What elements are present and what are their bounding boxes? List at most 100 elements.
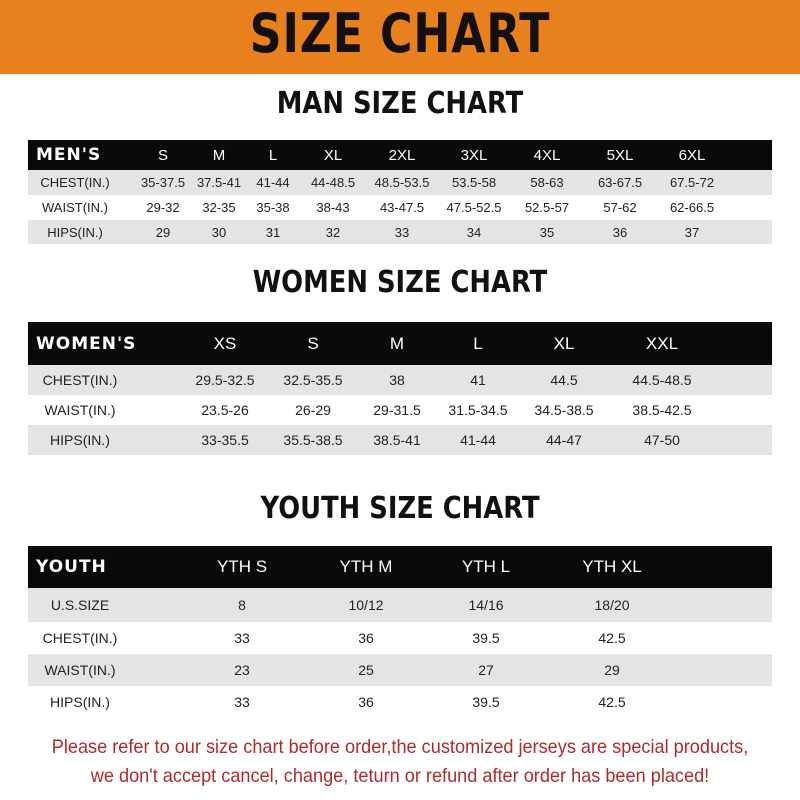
measurement-cell: 44.5-48.5: [632, 372, 692, 388]
youth-table-row: U.S.SIZE 8 10/12 14/16 18/20: [28, 588, 772, 622]
measurement-cell: 35-38: [256, 200, 290, 215]
size-header: L: [473, 333, 483, 353]
men-section-title: MAN SIZE CHART: [276, 86, 524, 121]
measurement-cell: 36: [612, 224, 628, 240]
row-label: CHEST(IN.): [42, 630, 118, 646]
men-table-row: CHEST(IN.) 35-37.5 37.5-41 41-44 44-48.5 48.5…: [28, 170, 772, 195]
size-header: YTH M: [339, 557, 393, 576]
measurement-cell: 32: [325, 224, 341, 240]
youth-table-row: WAIST(IN.) 23 25 27 29: [28, 654, 772, 686]
size-header: S: [157, 146, 169, 164]
measurement-cell: 29-31.5: [373, 402, 421, 418]
measurement-cell: 53.5-58: [451, 175, 497, 190]
measurement-cell: 41: [470, 372, 486, 388]
size-header: M: [389, 333, 405, 353]
measurement-cell: 29-32: [146, 200, 180, 215]
measurement-cell: 41-44: [256, 175, 290, 190]
measurement-cell: 33: [394, 224, 410, 240]
measurement-cell: 14/16: [468, 597, 504, 613]
size-header: L: [268, 146, 278, 164]
size-header: YTH S: [216, 557, 268, 576]
row-label: U.S.SIZE: [50, 597, 110, 613]
measurement-cell: 25: [358, 662, 374, 678]
measurement-cell: 34: [466, 224, 482, 240]
measurement-cell: 29: [604, 662, 620, 678]
measurement-cell: 8: [238, 597, 246, 613]
row-label: HIPS(IN.): [47, 224, 103, 240]
women-table-row: CHEST(IN.) 29.5-32.5 32.5-35.5 38 41 44.5 44.5…: [28, 365, 772, 395]
measurement-cell: 67.5-72: [669, 175, 715, 190]
measurement-cell: 30: [211, 224, 227, 240]
measurement-cell: 37.5-41: [196, 175, 242, 190]
women-section-title: WOMEN SIZE CHART: [252, 265, 548, 300]
order-notice: Please refer to our size chart before or…: [28, 733, 772, 791]
women-table-row: HIPS(IN.) 33-35.5 35.5-38.5 38.5-41 41-44 44-…: [28, 425, 772, 455]
measurement-cell: 41-44: [460, 432, 496, 448]
measurement-cell: 23.5-26: [201, 402, 249, 418]
measurement-cell: 36: [358, 630, 374, 646]
row-label: WAIST(IN.): [44, 662, 116, 678]
measurement-cell: 42.5: [598, 694, 626, 710]
measurement-cell: 44-47: [546, 432, 582, 448]
banner-title: SIZE CHART: [249, 2, 551, 65]
measurement-cell: 37: [684, 224, 700, 240]
row-label: WAIST(IN.): [44, 402, 116, 418]
measurement-cell: 27: [478, 662, 494, 678]
measurement-cell: 38.5-41: [373, 432, 421, 448]
youth-table-row: CHEST(IN.) 33 36 39.5 42.5: [28, 622, 772, 654]
measurement-cell: 52.5-57: [524, 200, 570, 215]
measurement-cell: 48.5-53.5: [374, 175, 430, 190]
measurement-cell: 31.5-34.5: [448, 402, 508, 418]
youth-header-row: YOUTH YTH S YTH M YTH L YTH XL: [28, 546, 772, 588]
measurement-cell: 38: [389, 372, 405, 388]
row-label: HIPS(IN.): [50, 432, 110, 448]
measurement-cell: 33-35.5: [201, 432, 249, 448]
measurement-cell: 34.5-38.5: [534, 402, 594, 418]
measurement-cell: 10/12: [348, 597, 384, 613]
order-notice-line-2: we don't accept cancel, change, teturn o…: [90, 765, 710, 787]
size-header: 4XL: [533, 146, 561, 164]
men-header-row: MEN'S S M L XL 2XL 3XL 4XL 5XL 6XL: [28, 140, 772, 170]
measurement-cell: 33: [234, 630, 250, 646]
measurement-cell: 47-50: [644, 432, 680, 448]
measurement-cell: 44.5: [550, 372, 578, 388]
women-table-row: WAIST(IN.) 23.5-26 26-29 29-31.5 31.5-34.5 34…: [28, 395, 772, 425]
size-header: XL: [553, 333, 575, 353]
measurement-cell: 43-47.5: [379, 200, 425, 215]
order-notice-line-1: Please refer to our size chart before or…: [51, 736, 749, 758]
row-label: CHEST(IN.): [40, 175, 110, 190]
measurement-cell: 62-66.5: [669, 200, 715, 215]
size-header: 6XL: [678, 146, 706, 164]
measurement-cell: 58-63: [530, 175, 564, 190]
measurement-cell: 35.5-38.5: [283, 432, 343, 448]
measurement-cell: 63-67.5: [597, 175, 643, 190]
size-header: XL: [323, 146, 343, 164]
youth-section-title: YOUTH SIZE CHART: [260, 491, 540, 526]
measurement-cell: 39.5: [472, 630, 500, 646]
measurement-cell: 42.5: [598, 630, 626, 646]
size-header: 2XL: [388, 146, 416, 164]
measurement-cell: 47.5-52.5: [446, 200, 502, 215]
size-header: XS: [213, 333, 237, 353]
measurement-cell: 39.5: [472, 694, 500, 710]
size-header: YTH L: [461, 557, 511, 576]
measurement-cell: 57-62: [603, 200, 637, 215]
size-header: M: [212, 146, 226, 164]
row-label: HIPS(IN.): [50, 694, 110, 710]
row-label: CHEST(IN.): [42, 372, 118, 388]
measurement-cell: 23: [234, 662, 250, 678]
women-header-row: WOMEN'S XS S M L XL XXL: [28, 322, 772, 365]
size-header: XXL: [645, 333, 679, 353]
measurement-cell: 35: [539, 224, 555, 240]
measurement-cell: 32.5-35.5: [283, 372, 343, 388]
measurement-cell: 38.5-42.5: [632, 402, 692, 418]
measurement-cell: 29: [155, 224, 171, 240]
men-table-label: MEN'S: [36, 145, 102, 165]
measurement-cell: 32-35: [202, 200, 236, 215]
measurement-cell: 18/20: [594, 597, 630, 613]
size-chart-banner: SIZE CHART: [0, 0, 800, 74]
measurement-cell: 29.5-32.5: [195, 372, 255, 388]
measurement-cell: 35-37.5: [140, 175, 186, 190]
measurement-cell: 36: [358, 694, 374, 710]
measurement-cell: 38-43: [316, 200, 350, 215]
